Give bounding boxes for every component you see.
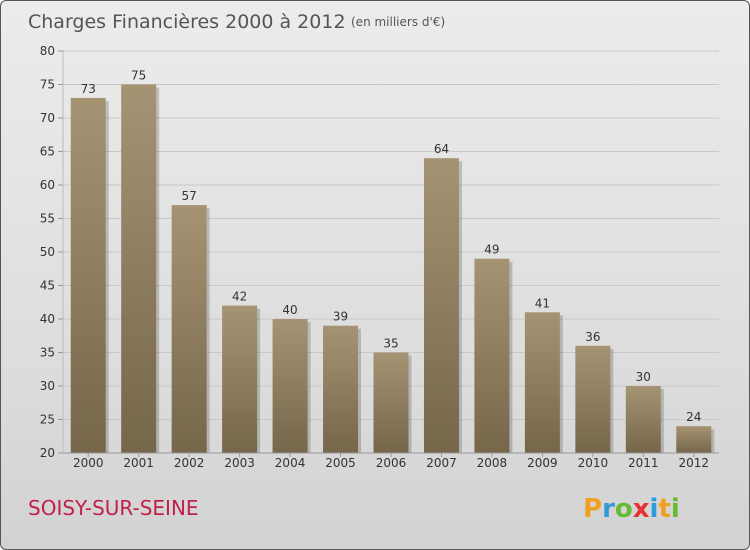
y-tick-label: 65 [40,145,55,159]
logo-letter: t [658,494,670,524]
chart-subtitle: (en milliers d'€) [351,15,445,29]
x-tick-label: 2009 [527,456,558,470]
y-tick-label: 25 [40,413,55,427]
logo-letter: o [615,494,633,524]
y-tick-label: 40 [40,312,55,326]
x-tick-label: 2010 [578,456,609,470]
bar [373,352,409,453]
x-tick-label: 2011 [628,456,659,470]
bar [474,258,510,453]
logo-letter: r [602,494,615,524]
data-label: 30 [636,370,651,384]
logo-letter: P [583,494,602,524]
bar [676,426,712,453]
bar [625,386,661,453]
y-tick-label: 55 [40,212,55,226]
data-label: 24 [686,410,701,424]
data-label: 64 [434,142,449,156]
x-tick-label: 2006 [376,456,407,470]
logo-letter: i [671,494,680,524]
proxiti-logo: Proxiti [583,494,680,524]
data-label: 39 [333,310,348,324]
logo-letter: x [633,494,650,524]
bar [222,305,258,453]
bar [272,319,308,453]
x-tick-label: 2002 [174,456,205,470]
y-tick-label: 75 [40,78,55,92]
bar [121,84,157,453]
chart-title: Charges Financières 2000 à 2012 [28,11,346,33]
y-tick-label: 35 [40,346,55,360]
y-tick-label: 70 [40,111,55,125]
x-tick-label: 2008 [477,456,508,470]
y-tick-label: 60 [40,178,55,192]
data-label: 57 [182,189,197,203]
x-tick-label: 2000 [73,456,104,470]
y-tick-label: 45 [40,279,55,293]
x-tick-label: 2012 [678,456,709,470]
y-tick-label: 50 [40,245,55,259]
logo-letter: i [650,494,659,524]
data-label: 40 [282,303,297,317]
plot-area: 20 25 30 35 40 45 50 55 60 65 70 75 80 73 2000 75 2001 57… [40,44,719,470]
data-label: 35 [383,337,398,351]
y-tick-label: 80 [40,44,55,58]
data-label: 41 [535,296,550,310]
bar [323,325,359,453]
y-tick-label: 30 [40,379,55,393]
x-tick-label: 2007 [426,456,457,470]
data-label: 75 [131,69,146,83]
y-tick-label: 20 [40,446,55,460]
bar [423,158,459,453]
data-label: 42 [232,290,247,304]
bar [171,205,207,453]
bar [575,345,611,453]
data-label: 73 [81,82,96,96]
bar [70,97,106,454]
x-tick-label: 2004 [275,456,306,470]
city-name: SOISY-SUR-SEINE [28,496,199,520]
data-label: 49 [484,243,499,257]
x-tick-label: 2001 [123,456,154,470]
bar [524,312,560,453]
data-label: 36 [585,330,600,344]
x-tick-label: 2003 [224,456,255,470]
x-tick-label: 2005 [325,456,356,470]
